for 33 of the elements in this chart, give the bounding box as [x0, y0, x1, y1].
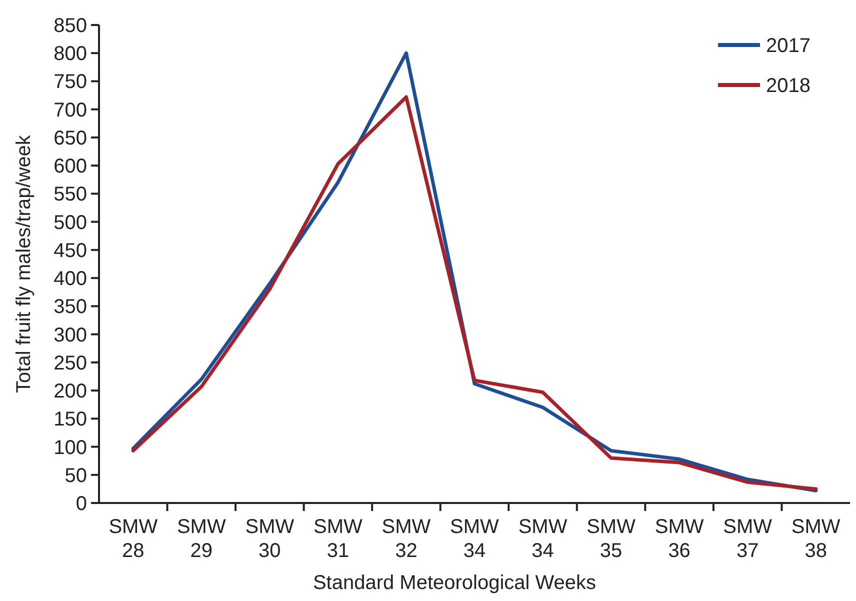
y-tick-label: 200	[54, 380, 87, 403]
x-tick-label: SMW 31	[314, 516, 363, 562]
y-axis-title: Total fruit fly males/trap/week	[13, 134, 35, 393]
y-tick-label: 150	[54, 408, 87, 431]
x-axis-title: Standard Meteorological Weeks	[312, 572, 596, 594]
y-tick-label: 0	[76, 493, 87, 515]
y-tick-label: 850	[54, 15, 87, 37]
y-tick-label: 350	[54, 296, 87, 318]
x-tick-label: SMW 35	[586, 516, 636, 562]
y-tick-label: 300	[54, 324, 87, 346]
x-tick-label: SMW 32	[382, 516, 431, 562]
y-tick-label: 100	[54, 436, 87, 459]
x-tick-label: SMW 29	[176, 516, 226, 562]
x-tick-label: SMW 34	[450, 516, 500, 562]
x-tick-label: SMW 38	[791, 516, 840, 562]
x-tick-label: SMW 34	[518, 516, 568, 562]
y-tick-label: 450	[54, 240, 87, 262]
y-tick-label: 550	[54, 184, 87, 206]
x-tick-label: SMW 28	[108, 516, 158, 562]
legend-label: 2018	[766, 75, 810, 97]
y-tick-label: 600	[54, 156, 87, 178]
y-tick-label: 50	[64, 464, 87, 487]
y-tick-label: 700	[54, 99, 87, 122]
y-tick-label: 750	[54, 71, 87, 94]
y-tick-label: 500	[54, 212, 87, 234]
y-tick-label: 250	[54, 352, 87, 374]
x-tick-label: SMW 30	[245, 516, 294, 562]
y-tick-label: 400	[54, 268, 87, 290]
legend-label: 2017	[766, 35, 810, 57]
x-tick-label: SMW 37	[723, 516, 772, 562]
x-tick-label: SMW 36	[654, 516, 704, 562]
y-tick-label: 800	[54, 43, 87, 66]
y-tick-label: 650	[54, 127, 87, 150]
